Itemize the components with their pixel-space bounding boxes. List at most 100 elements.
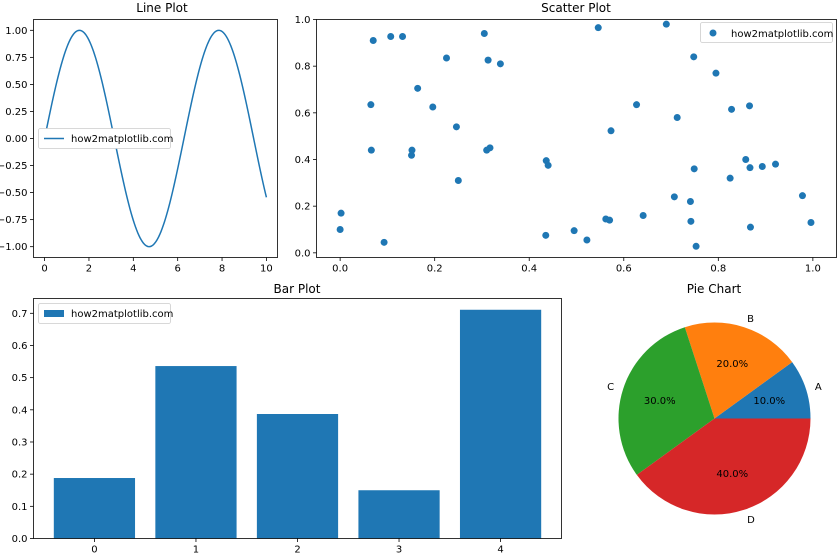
line-plot-area: [43, 29, 268, 248]
bar-plot-legend-label: how2matplotlib.com: [71, 309, 173, 320]
pie-category-label: D: [747, 515, 755, 526]
pie-wedge: [636, 418, 811, 515]
scatter-point: [686, 198, 694, 205]
line-plot-series-line: [43, 29, 268, 248]
scatter-point: [408, 151, 416, 159]
bar-plot-legend: how2matplotlib.com: [38, 303, 173, 324]
scatter-point: [662, 20, 670, 28]
bar-plot-y-tick-label: 0.6: [12, 341, 28, 352]
bar: [155, 366, 237, 539]
line-plot-y-tick-label: −1.00: [0, 242, 28, 253]
bar-plot-x-tick-label: 4: [497, 545, 503, 556]
bar-plot-y-tick-label: 0.1: [12, 502, 28, 513]
pie-pct-label: 10.0%: [753, 396, 785, 407]
scatter-point: [429, 103, 437, 111]
scatter-point: [414, 84, 422, 92]
line-plot-legend-label: how2matplotlib.com: [71, 134, 173, 145]
line-plot-y-tick-label: −0.25: [0, 161, 28, 172]
pie-chart-wedges: [618, 322, 811, 515]
scatter-plot-legend-marker: [709, 29, 717, 37]
pie-chart-labels: 10.0% A 20.0% B 30.0% C 40.0% D: [607, 314, 822, 526]
bar: [358, 490, 440, 539]
pie-category-label: B: [747, 314, 754, 325]
bar: [256, 414, 339, 539]
bar-plot-x-tick-label: 0: [91, 545, 97, 556]
scatter-plot-x-ticks: 0.0 0.2 0.4 0.6 0.8 1.0: [332, 257, 821, 275]
scatter-point: [367, 101, 375, 109]
pie-wedge: [684, 322, 793, 419]
line-plot-y-tick-label: −0.50: [0, 188, 28, 199]
bar-plot-y-tick-label: 0.5: [12, 373, 28, 384]
bar-plot-y-tick-label: 0.2: [12, 470, 28, 481]
scatter-point: [337, 209, 345, 217]
line-plot-y-tick-label: 0.00: [5, 134, 27, 145]
scatter-plot-y-tick-label: 0.6: [295, 108, 311, 119]
scatter-plot-y-tick-label: 0.8: [295, 62, 311, 73]
line-plot-x-tick-label: 2: [86, 264, 92, 275]
pie-chart-axes: Pie Chart 10.0% A 20.0% B 30.0% C 40.0% D: [607, 282, 822, 526]
line-plot-x-ticks: 0 2 4 6 8 10: [41, 257, 273, 275]
scatter-point: [380, 238, 388, 246]
line-plot-y-tick-label: 0.25: [5, 107, 27, 118]
line-plot-legend: how2matplotlib.com: [38, 128, 173, 149]
line-plot-y-ticks: −1.00 −0.75 −0.50 −0.25 0.00 0.25 0.50 0.75 1.00: [0, 26, 34, 253]
line-plot-x-tick-label: 10: [260, 264, 273, 275]
scatter-point: [690, 53, 698, 61]
scatter-point: [670, 193, 678, 201]
bar-plot-y-ticks: 0.0 0.1 0.2 0.3 0.4 0.5 0.6 0.7: [12, 309, 34, 545]
scatter-plot-title: Scatter Plot: [541, 1, 611, 15]
scatter-point: [607, 127, 615, 135]
scatter-point: [443, 54, 450, 62]
scatter-point: [542, 231, 550, 239]
pie-chart-title: Pie Chart: [687, 282, 742, 296]
bar: [459, 309, 542, 539]
line-plot-y-tick-label: −0.75: [0, 215, 28, 226]
scatter-point: [336, 226, 344, 233]
bar-plot-legend-box: [38, 303, 171, 324]
line-plot-x-tick-label: 4: [130, 264, 136, 275]
line-plot-title: Line Plot: [136, 1, 188, 15]
scatter-point: [570, 227, 578, 235]
scatter-point: [486, 144, 494, 152]
scatter-point: [639, 212, 647, 219]
pie-category-label: A: [815, 382, 822, 393]
bar-plot-legend-swatch: [44, 310, 64, 317]
pie-category-label: C: [607, 382, 614, 393]
scatter-point: [606, 216, 614, 224]
line-plot-y-tick-label: 0.50: [5, 80, 27, 91]
bar-plot-y-tick-label: 0.7: [12, 309, 28, 320]
bar-plot-x-ticks: 0 1 2 3 4: [91, 538, 504, 556]
scatter-point: [633, 101, 641, 109]
pie-pct-label: 20.0%: [716, 359, 748, 370]
bar-plot-y-tick-label: 0.3: [12, 437, 28, 448]
scatter-point: [454, 177, 462, 184]
line-plot-y-tick-label: 1.00: [5, 26, 27, 37]
scatter-plot-y-tick-label: 0.2: [295, 202, 311, 213]
scatter-point: [496, 60, 504, 68]
line-plot-x-tick-label: 0: [41, 264, 47, 275]
bar-plot-x-tick-label: 1: [193, 545, 199, 556]
scatter-plot-axes: Scatter Plot 0.0 0.2 0.4 0.6 0.8 1.0 0.00.20.…: [295, 1, 837, 275]
scatter-point: [484, 56, 492, 64]
pie-wedge: [714, 362, 811, 419]
scatter-plot-legend-box: [700, 22, 833, 43]
scatter-plot-y-tick-label: 0.0: [295, 248, 311, 259]
scatter-point: [772, 160, 780, 168]
scatter-point: [480, 30, 488, 37]
bar-plot-bars: [53, 309, 542, 539]
scatter-point: [673, 114, 681, 121]
scatter-point: [452, 123, 460, 131]
scatter-point: [583, 236, 591, 244]
scatter-point: [387, 33, 395, 41]
scatter-point: [758, 163, 766, 170]
pie-wedge: [618, 327, 715, 475]
pie-pct-label: 30.0%: [644, 396, 676, 407]
scatter-plot-y-tick-label: 0.4: [295, 155, 311, 166]
scatter-point: [807, 219, 815, 226]
bar-plot-x-tick-label: 3: [396, 545, 402, 556]
scatter-plot-y-tick-label: 1.0: [295, 15, 311, 26]
line-plot-x-tick-label: 6: [174, 264, 180, 275]
scatter-point: [690, 165, 698, 173]
scatter-plot-points: [336, 20, 815, 250]
scatter-point: [399, 33, 407, 41]
